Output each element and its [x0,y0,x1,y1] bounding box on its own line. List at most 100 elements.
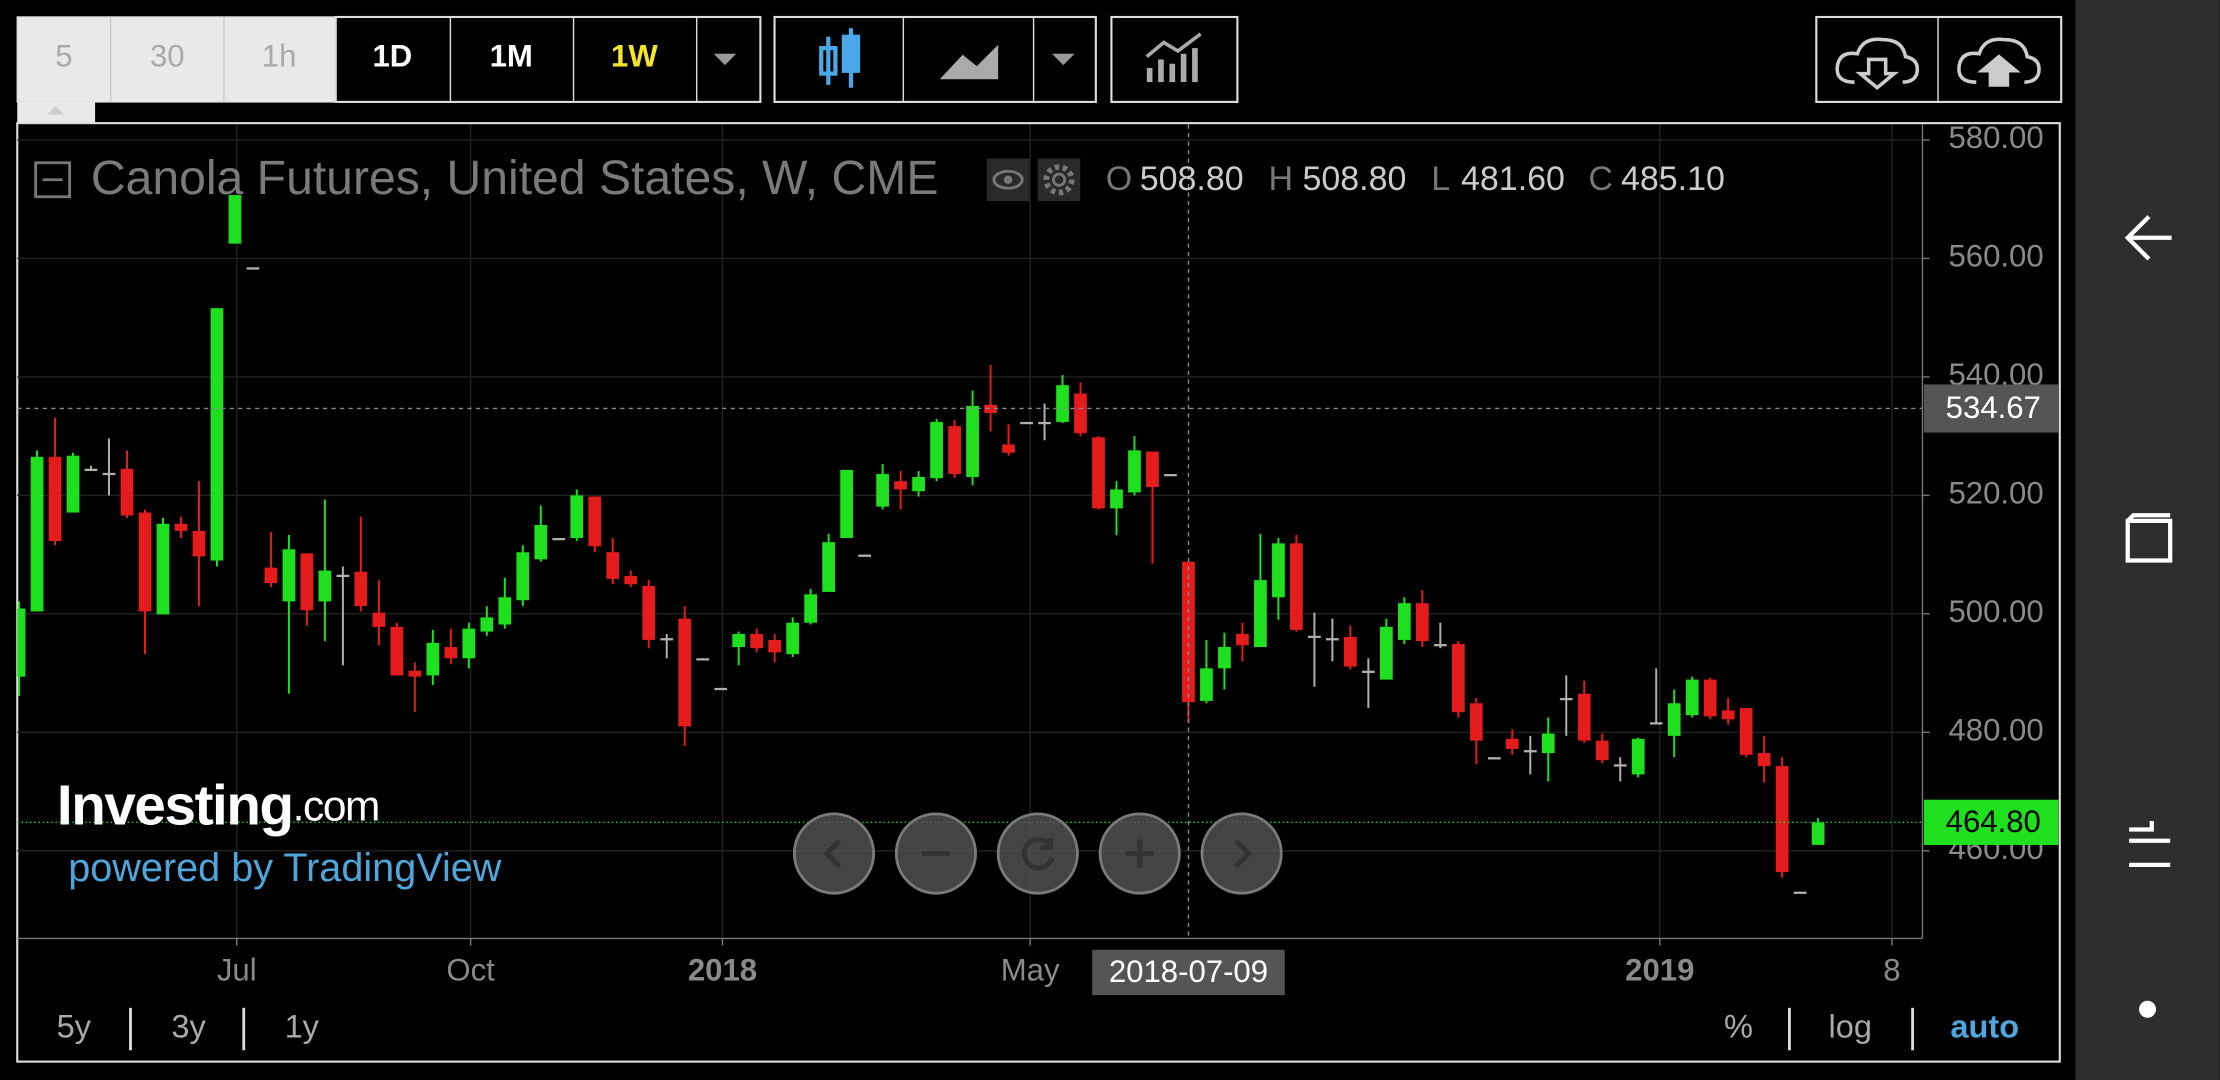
candle-body [1721,710,1735,720]
candle-body [1523,750,1537,753]
candle-body [1200,668,1213,701]
candle-body [264,567,278,584]
candle-body [228,195,242,244]
disabled-intervals [16,16,337,103]
range-button[interactable]: 1y [285,1009,320,1045]
x-tick-label: Jul [217,953,257,988]
axes: 460.00480.00500.00520.00540.00560.00580.… [217,120,2059,996]
chart-title: Canola Futures, United States, W, CME [91,151,939,205]
candle-body [1433,644,1447,647]
plot-area [17,124,1923,939]
candle-body [48,456,62,541]
collapse-icon[interactable] [34,161,72,199]
y-tick-label: 560.00 [1948,239,2043,274]
dropdown-arrow[interactable] [1051,53,1075,66]
line-style-icon[interactable] [939,44,999,80]
candles-icon[interactable] [819,28,861,88]
candle-body [1182,561,1195,703]
candle-body [1577,693,1591,741]
crosshair-date-label: 2018-07-09 [1109,954,1268,989]
candle-body [660,638,674,641]
y-tick-label: 580.00 [1948,120,2043,155]
reset-button[interactable] [996,812,1079,895]
interval-button[interactable]: 30 [150,38,185,73]
crosshair-price-box [1923,384,2059,433]
candle-body [1631,738,1645,775]
candle-body [786,622,800,655]
candle-body [1379,626,1393,680]
candle-body [480,617,494,632]
candle-body [1272,543,1285,598]
scroll-right-button[interactable] [1200,812,1283,895]
assistant-dot[interactable] [2139,1000,2157,1018]
candle-body [246,267,260,270]
candle-body [516,552,530,601]
range-button[interactable]: 3y [171,1009,206,1045]
left-icon [823,839,842,869]
x-tick-label: Oct [446,953,495,988]
candle-body [1361,670,1375,673]
candle-body [1685,679,1699,716]
candle-body [642,586,656,640]
candle-body [714,687,728,691]
candle-body [282,549,296,602]
candle-body [822,542,836,592]
interval-toolbar: 5 30 1h 1D 1M 1W [16,15,2063,124]
candle-body [552,538,566,541]
chart-header: Canola Futures, United States, W, CME O … [34,151,1725,205]
home-button[interactable] [2125,513,2173,563]
candle-body [1397,603,1411,640]
indicators-button[interactable] [1110,15,1239,103]
candle-body [1649,722,1663,725]
interval-button[interactable]: 1h [262,38,297,73]
back-button[interactable] [2124,215,2172,261]
gear-hub [1051,172,1067,187]
candle-body [30,456,44,612]
cloud-upload[interactable] [1957,37,2041,87]
candle-body [156,523,170,615]
candle-body [318,570,332,602]
candle-body [678,618,692,727]
candle-body [1290,543,1303,630]
cloud-download[interactable] [1835,37,1920,91]
zoom-controls [792,812,1283,895]
interval-button[interactable]: 1M [490,38,533,73]
recents-button[interactable] [2129,820,2171,867]
nav-background [2075,0,2220,1080]
readout-value: 508.80 [1303,160,1407,198]
candle-body [336,574,350,578]
y-tick-label: 520.00 [1948,476,2043,511]
candle-body [534,524,548,560]
scale-button[interactable]: % [1724,1009,1753,1045]
interval-button-active[interactable]: 1W [611,38,658,73]
interval-button[interactable]: 1D [372,38,412,73]
candle-body [1487,757,1501,760]
candle-body [570,495,584,539]
candle-body [894,481,907,490]
indicators-icon [1145,32,1202,83]
collapse-arrow [46,106,64,115]
readout-value: 481.60 [1461,160,1565,198]
scale-button[interactable]: log [1829,1009,1872,1045]
candle-body [948,426,961,475]
navigation-bar [2075,0,2220,1080]
scroll-left-button[interactable] [792,812,876,895]
candle-body [300,553,314,611]
last-price-box [1923,799,2059,845]
candle-body [1020,421,1033,425]
candle-body [1038,421,1051,425]
readout-value: 508.80 [1140,160,1244,198]
candle-body [1739,708,1753,755]
range-button[interactable]: 5y [57,1009,92,1045]
scale-button-active[interactable]: auto [1950,1009,2019,1045]
interval-button[interactable]: 5 [55,38,72,73]
watermark-brand: Investing.com [57,774,379,837]
x-tick-label: 2019 [1625,953,1694,988]
dropdown-arrow[interactable] [713,53,737,66]
candle-body [1236,633,1249,646]
candle-body [1451,644,1465,713]
right-icon [1234,839,1253,869]
readout-key: L [1431,160,1450,198]
